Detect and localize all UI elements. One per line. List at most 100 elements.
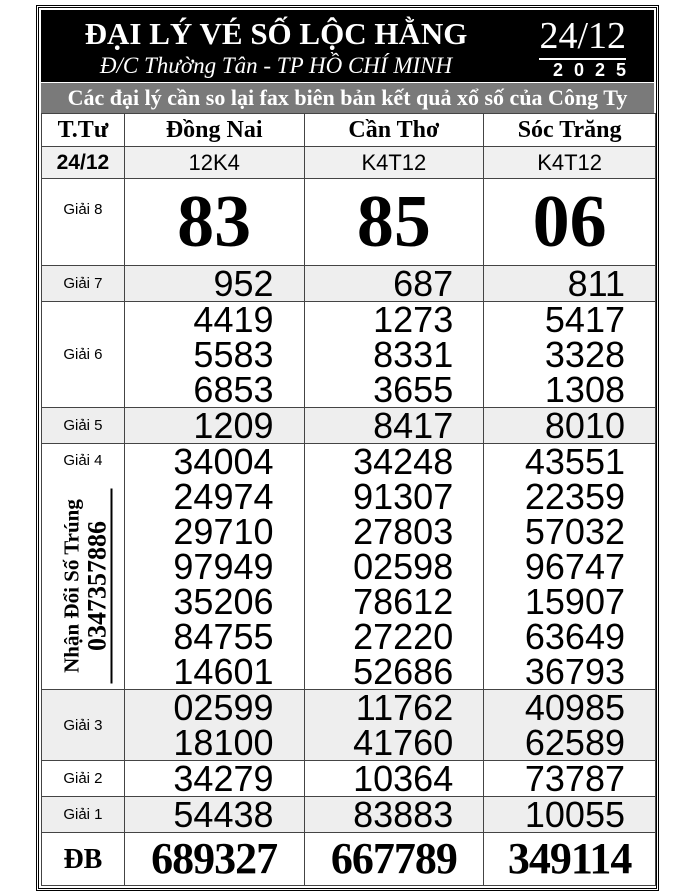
winning-number: 78612 — [353, 581, 454, 622]
winning-number: 667789 — [330, 834, 458, 883]
winning-number: 52686 — [353, 651, 454, 692]
winning-number: 3328 — [544, 334, 625, 375]
winning-number: 91307 — [353, 476, 454, 517]
prize-row: Giải 8 83 85 06 — [41, 178, 656, 266]
winning-number: 27220 — [353, 616, 454, 657]
results-table: T.Tư Đồng Nai Cần Thơ Sóc Trăng 24/12 12… — [41, 113, 656, 886]
winning-number: 1273 — [373, 299, 454, 340]
prize-label: Giải 8 — [41, 178, 125, 266]
prize-cell: 10055 — [483, 794, 656, 835]
winning-number: 5583 — [193, 334, 274, 375]
lottery-result-sheet: ĐẠI LÝ VÉ SỐ LỘC HẰNG Đ/C Thường Tân - T… — [36, 5, 659, 891]
code-row: 24/12 12K4 K4T12 K4T12 — [41, 146, 656, 179]
winning-number: 34248 — [353, 441, 454, 482]
prize-row: ĐB 689327 667789 349114 — [41, 832, 656, 886]
agency-address: Đ/C Thường Tân - TP HỒ CHÍ MINH — [99, 53, 453, 78]
winning-number: 18100 — [173, 722, 274, 763]
winning-number: 63649 — [524, 616, 625, 657]
winning-number: 4419 — [193, 299, 274, 340]
prize-label: Giải 7 — [41, 265, 125, 302]
prize-row: Giải 7 952 687 811 — [41, 263, 656, 304]
winning-number: 6853 — [193, 369, 274, 410]
prize-cell: 10364 — [303, 758, 485, 799]
winning-number: 43551 — [524, 441, 625, 482]
winning-number: 27803 — [353, 511, 454, 552]
prize-label: Giải 4 Nhận Đổi Số Trúng 0347357886 — [41, 443, 125, 690]
winning-number: 14601 — [173, 651, 274, 692]
prize-cell: 11762 41760 — [303, 687, 485, 763]
prize-cell: 1273 8331 3655 — [303, 299, 485, 410]
winning-number: 97949 — [173, 546, 274, 587]
winning-number: 73787 — [524, 758, 625, 799]
winning-number: 96747 — [524, 546, 625, 587]
prize-row: Giải 2 34279 10364 73787 — [41, 758, 656, 799]
prize-row: Giải 3 02599 18100 11762 41760 40985 62589 — [41, 687, 656, 763]
prize-cell: 5417 3328 1308 — [483, 299, 656, 408]
prize-cell: 8010 — [483, 407, 656, 444]
header: ĐẠI LÝ VÉ SỐ LỘC HẰNG Đ/C Thường Tân - T… — [41, 10, 654, 82]
prize-cell: 83883 — [303, 794, 485, 835]
winning-number: 84755 — [173, 616, 274, 657]
prize-row: Giải 1 54438 83883 10055 — [41, 794, 656, 835]
winning-number: 689327 — [151, 834, 278, 883]
winning-number: 41760 — [353, 722, 454, 763]
date-year: 2025 — [552, 60, 637, 80]
winning-number: 952 — [213, 263, 274, 304]
prize-label-text: ĐB — [63, 843, 103, 875]
winning-number: 34279 — [173, 758, 274, 799]
ticket-code: K4T12 — [483, 146, 656, 179]
prize-cell: 4419 5583 6853 — [123, 299, 305, 410]
prize-label-text: Giải 6 — [63, 346, 103, 363]
winning-number: 83883 — [353, 794, 454, 835]
ticket-code: 12K4 — [123, 146, 305, 179]
winning-number: 10364 — [353, 758, 454, 799]
prize-label: Giải 2 — [41, 760, 125, 797]
prize-label-text: Giải 1 — [63, 806, 103, 823]
winning-number: 22359 — [524, 476, 625, 517]
prize-row: Giải 5 1209 8417 8010 — [41, 407, 656, 444]
winning-number: 57032 — [524, 511, 625, 552]
side-note: Nhận Đổi Số Trúng 0347357886 — [48, 484, 122, 684]
winning-number: 15907 — [524, 581, 625, 622]
winning-number: 36793 — [524, 651, 625, 692]
agency-title: ĐẠI LÝ VÉ SỐ LỘC HẰNG — [84, 16, 468, 51]
prize-cell: 83 — [123, 178, 305, 266]
winning-number: 11762 — [355, 687, 454, 728]
prize-cell: 43551 22359 57032 96747 15907 63649 36793 — [483, 441, 656, 692]
prize-cell: 34279 — [123, 758, 305, 799]
winning-number: 349114 — [507, 834, 633, 883]
prize-label-text: Giải 5 — [63, 417, 103, 434]
winning-number: 5417 — [544, 299, 625, 340]
winning-number: 687 — [393, 263, 454, 304]
winning-number: 40985 — [524, 687, 625, 728]
winning-number: 3655 — [373, 369, 454, 410]
prize-cell: 40985 62589 — [483, 687, 656, 763]
prize-cell: 34248 91307 27803 02598 78612 27220 52686 — [303, 441, 485, 692]
prize-cell: 667789 — [303, 832, 485, 886]
prize-label-text: Giải 3 — [63, 716, 103, 734]
winning-number: 85 — [356, 181, 431, 263]
winning-number: 10055 — [524, 794, 625, 835]
winning-number: 811 — [567, 263, 625, 304]
winning-number: 24974 — [173, 476, 274, 517]
prize-row: Giải 4 Nhận Đổi Số Trúng 0347357886 34004 24… — [41, 441, 656, 692]
winning-number: 8331 — [373, 334, 454, 375]
prize-cell: 687 — [303, 263, 485, 304]
prize-cell: 811 — [483, 263, 656, 304]
prize-label-text: Giải 2 — [63, 770, 103, 787]
prize-cell: 689327 — [123, 832, 305, 886]
prize-cell: 85 — [303, 178, 485, 266]
notice-bar: Các đại lý cần so lại fax biên bản kết q… — [41, 83, 654, 113]
prize-cell: 73787 — [483, 758, 656, 799]
date-day-month: 24/12 — [539, 14, 626, 60]
winning-number: 54438 — [173, 794, 274, 835]
winning-number: 62589 — [524, 722, 625, 763]
side-note-text: Nhận Đổi Số Trúng 0347357886 — [59, 488, 113, 684]
winning-number: 02598 — [353, 546, 454, 587]
weekday-header: T.Tư — [41, 113, 125, 147]
winning-number: 34004 — [173, 441, 274, 482]
phone-number: 0347357886 — [83, 488, 113, 684]
date-cell: 24/12 — [41, 146, 125, 179]
winning-number: 29710 — [173, 511, 274, 552]
prize-label: Giải 1 — [41, 796, 125, 833]
